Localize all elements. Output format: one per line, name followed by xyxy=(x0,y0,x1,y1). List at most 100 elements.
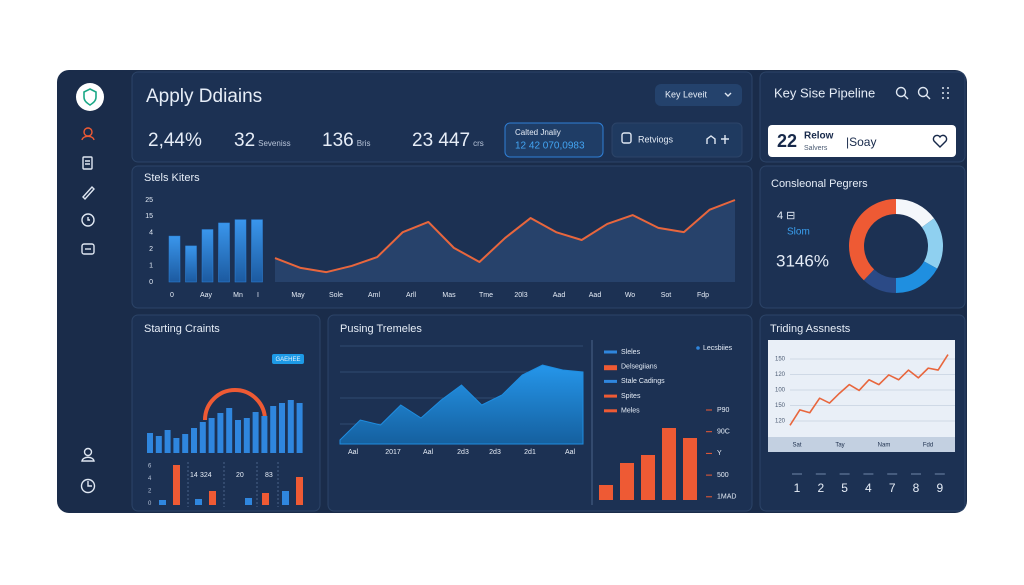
x-tick-label: Arll xyxy=(406,292,417,299)
bar xyxy=(147,433,153,453)
nav-icon[interactable] xyxy=(82,185,95,201)
stat-value: 136 xyxy=(322,130,354,151)
x-tick-label: Aal xyxy=(565,449,576,456)
x-tick-label: May xyxy=(291,292,305,299)
mini-axis-label: 6 xyxy=(148,464,152,470)
bar xyxy=(191,428,197,453)
bar xyxy=(218,222,230,283)
x-tick-label: Tay xyxy=(835,443,844,449)
quality-label: Calted Jnaliy xyxy=(515,128,561,137)
step-label: 4 xyxy=(865,481,872,495)
y-tick-label: 120 xyxy=(775,419,786,425)
mini-label: 14 xyxy=(190,472,198,479)
panel-title: Pusing Tremeles xyxy=(340,323,422,335)
trading-axis-band xyxy=(768,437,955,452)
bar xyxy=(251,219,263,283)
search-icon[interactable] xyxy=(895,86,909,100)
donut-segment xyxy=(921,218,943,269)
bar xyxy=(279,403,285,453)
nav-icon[interactable] xyxy=(81,243,95,255)
dropdown[interactable] xyxy=(655,84,742,106)
action-tools[interactable] xyxy=(706,135,729,144)
action-button[interactable] xyxy=(611,122,743,158)
highlight-arc xyxy=(203,388,267,421)
x-tick-label: Sole xyxy=(329,292,343,299)
nav-icon[interactable] xyxy=(82,156,93,170)
x-tick-label: Aml xyxy=(368,292,381,299)
stat-value: 23 447 xyxy=(412,130,470,151)
mini-bar xyxy=(245,498,252,505)
panel-title: Stels Kiters xyxy=(144,172,200,184)
nav-icon[interactable] xyxy=(80,478,96,494)
bar-label: 1MAD xyxy=(717,494,736,501)
bar xyxy=(599,485,613,500)
heart-icon[interactable] xyxy=(932,134,948,148)
bar-label: 90C xyxy=(717,429,730,436)
step-label: 2 xyxy=(817,481,824,495)
legend-label: Spites xyxy=(621,393,641,400)
bar xyxy=(261,416,268,453)
bar xyxy=(164,430,171,453)
pipeline-card xyxy=(768,125,956,157)
mini-bar xyxy=(159,500,166,505)
x-tick-label: 2d1 xyxy=(524,449,536,456)
nav-icon[interactable] xyxy=(81,447,95,462)
bar xyxy=(185,245,197,283)
x-tick-label: 0 xyxy=(170,292,174,299)
pipeline-title: Key Sise Pipeline xyxy=(774,85,875,100)
nav-icon[interactable] xyxy=(81,213,95,227)
x-tick-label: Sat xyxy=(792,443,801,449)
bar xyxy=(620,463,634,500)
sidebar xyxy=(76,83,104,494)
search-icon[interactable] xyxy=(917,86,931,100)
x-tick-label: Fdp xyxy=(697,292,709,299)
x-tick-label: Aal xyxy=(423,449,434,456)
x-tick-label: I xyxy=(257,292,259,299)
step-label: 9 xyxy=(936,481,943,495)
mini-label: 20 xyxy=(236,472,244,479)
bar xyxy=(287,400,294,453)
step-label: 1 xyxy=(794,481,801,495)
step-label: 5 xyxy=(841,481,848,495)
legend-label: Sleles xyxy=(621,349,641,356)
mini-label: 83 xyxy=(265,472,273,479)
bar xyxy=(199,422,206,453)
bar xyxy=(155,436,162,453)
donut-segment xyxy=(896,261,938,293)
bar xyxy=(641,455,655,500)
x-tick-label: Wo xyxy=(625,292,635,299)
card-note: |Soay xyxy=(846,135,876,149)
x-tick-label: Mn xyxy=(233,292,243,299)
step-label: 8 xyxy=(913,481,920,495)
donut-segment xyxy=(863,269,896,293)
donut-kpi-label: Slom xyxy=(787,227,810,238)
quality-value: 12 42 070,0983 xyxy=(515,141,585,152)
bar-label: 500 xyxy=(717,472,729,479)
logo xyxy=(76,83,104,111)
panel-title: Triding Assnests xyxy=(770,323,851,335)
step-label: 7 xyxy=(889,481,896,495)
y-tick-label: 2 xyxy=(149,246,153,253)
x-tick-label: Nam xyxy=(878,443,891,449)
mini-axis-label: 4 xyxy=(148,476,152,482)
nav-icon[interactable] xyxy=(81,127,95,141)
badge xyxy=(272,354,304,364)
menu-icon[interactable] xyxy=(942,87,949,99)
bar xyxy=(234,219,247,283)
x-tick-label: Aay xyxy=(200,292,213,299)
bar xyxy=(182,434,189,453)
mini-bar xyxy=(195,499,202,505)
line xyxy=(274,199,736,274)
x-tick-label: Mas xyxy=(442,292,456,299)
y-tick-label: 100 xyxy=(775,388,786,394)
bar xyxy=(217,413,224,453)
legend-swatch xyxy=(604,394,617,398)
panel-title: Starting Craints xyxy=(144,323,220,335)
donut-segment xyxy=(849,199,896,281)
stat-unit: crs xyxy=(473,139,484,148)
x-tick-label: Fdd xyxy=(923,443,933,449)
logo-mark xyxy=(83,88,97,106)
y-tick-label: 150 xyxy=(775,403,786,409)
card-number: 22 xyxy=(777,131,797,151)
